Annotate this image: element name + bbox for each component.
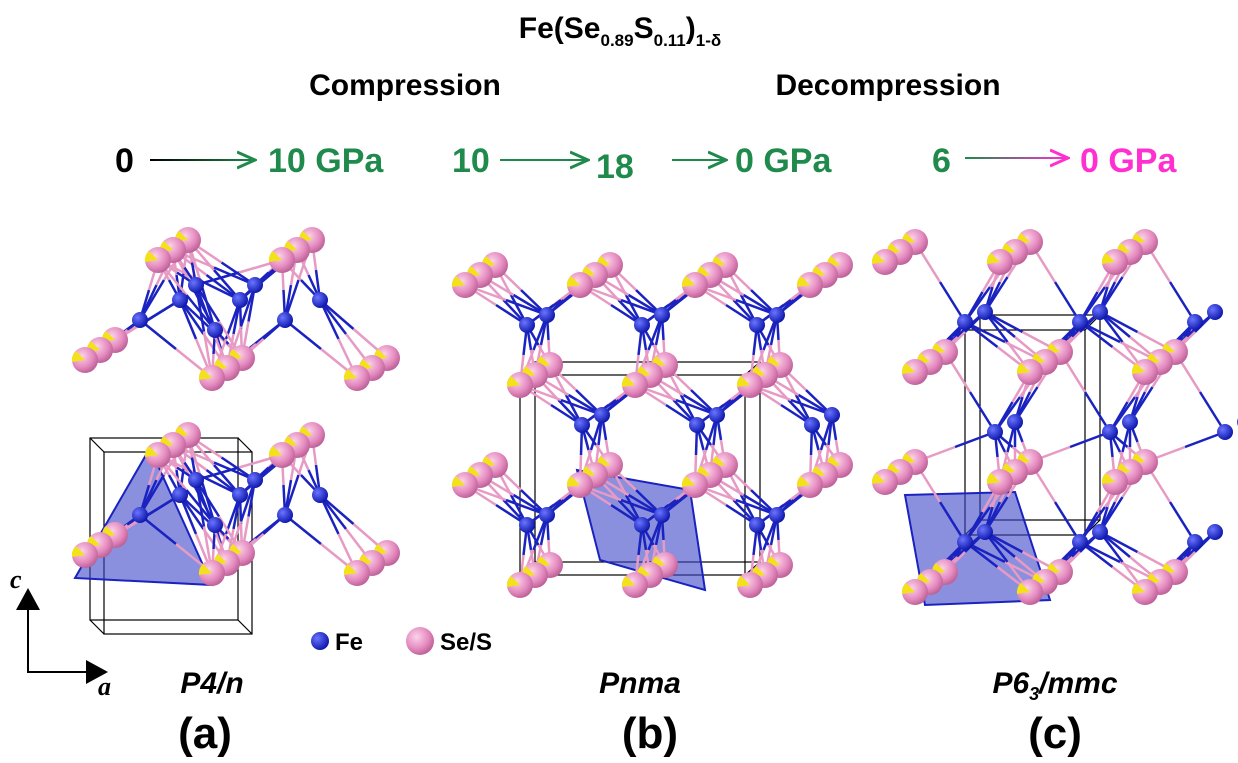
title-sub: 0.11 [654, 31, 686, 50]
fe-atom [539, 307, 555, 323]
title-part: ) [686, 12, 696, 45]
space-group-part: /mmc [1037, 667, 1118, 700]
fe-atom [232, 292, 248, 308]
fe-atom [957, 534, 973, 550]
fe-atom [539, 507, 555, 523]
fe-atom [312, 292, 328, 308]
title-part: S [634, 12, 654, 45]
pressure: 18 [596, 148, 634, 186]
unit-cell-edge [90, 620, 104, 634]
fe-atom [1072, 534, 1088, 550]
header: Compression [309, 69, 501, 102]
pressure: 0 GPa [735, 142, 832, 180]
title-part: Fe(Se [519, 12, 601, 45]
fe-atom [654, 507, 670, 523]
panel-label: (a) [178, 709, 232, 758]
fe-atom [1187, 534, 1203, 550]
fe-atom [1187, 314, 1203, 330]
pressure: 0 [115, 142, 134, 180]
crystal-structures [72, 227, 1238, 634]
fe-atom [1102, 424, 1118, 440]
fe-atom [132, 312, 148, 328]
fe-atom [1007, 414, 1023, 430]
unit-cell-edge [238, 620, 252, 634]
legend-label: Se/S [440, 629, 492, 656]
fe-atom [1092, 304, 1108, 320]
fe-atom [689, 417, 705, 433]
legend-fe-marker [311, 632, 329, 650]
title-sub: 1-δ [696, 31, 721, 50]
fe-atom [188, 277, 204, 293]
fe-atom [574, 417, 590, 433]
fe-atom [654, 307, 670, 323]
fe-atom [634, 517, 650, 533]
fe-atom [804, 417, 820, 433]
fe-atom [824, 407, 840, 423]
legend-label: Fe [335, 629, 363, 656]
fe-atom [132, 507, 148, 523]
panel-label: (c) [1028, 709, 1082, 758]
title: Fe(Se0.89S0.11)1-δ [519, 12, 721, 50]
fe-atom [634, 317, 650, 333]
fe-atom [957, 314, 973, 330]
fe-atom [207, 517, 223, 533]
legend-se-marker [406, 627, 434, 655]
space-group: Pnma [599, 667, 681, 700]
fe-atom [312, 487, 328, 503]
space-group-part: P6 [992, 667, 1029, 700]
space-group: P4/n [180, 667, 243, 700]
fe-atom [1207, 524, 1223, 540]
fe-atom [1122, 414, 1138, 430]
figure: Fe(Se0.89S0.11)1-δ Compression Decompres… [0, 0, 1238, 758]
fe-atom [594, 407, 610, 423]
fe-atom [977, 524, 993, 540]
unit-cell-edge [90, 438, 104, 452]
unit-cell-edge [238, 438, 252, 452]
fe-atom [1072, 314, 1088, 330]
pressure: 0 GPa [1080, 142, 1177, 180]
pressure: 6 [932, 142, 951, 180]
fe-atom [987, 424, 1003, 440]
fe-atom [188, 472, 204, 488]
fe-atom [709, 407, 725, 423]
fe-atom [749, 317, 765, 333]
fe-atom [769, 307, 785, 323]
fe-atom [749, 517, 765, 533]
axis-label: c [10, 565, 22, 594]
fe-atom [172, 292, 188, 308]
fe-atom [277, 507, 293, 523]
header: Decompression [775, 69, 1000, 102]
fe-atom [207, 322, 223, 338]
fe-atom [1217, 424, 1233, 440]
fe-atom [172, 487, 188, 503]
pressure: 10 GPa [268, 142, 384, 180]
fe-atom [247, 472, 263, 488]
space-group: P63/mmc [992, 667, 1117, 704]
fe-atom [519, 517, 535, 533]
title-sub: 0.89 [601, 31, 634, 50]
fe-atom [977, 304, 993, 320]
fe-atom [232, 487, 248, 503]
fe-atom [1207, 304, 1223, 320]
fe-atom [519, 317, 535, 333]
panel-label: (b) [622, 709, 678, 758]
space-group-sub: 3 [1029, 684, 1039, 704]
axis-label: a [98, 672, 111, 701]
fe-atom [769, 507, 785, 523]
pressure: 10 [452, 142, 490, 180]
fe-atom [277, 312, 293, 328]
fe-atom [247, 277, 263, 293]
fe-atom [1092, 524, 1108, 540]
